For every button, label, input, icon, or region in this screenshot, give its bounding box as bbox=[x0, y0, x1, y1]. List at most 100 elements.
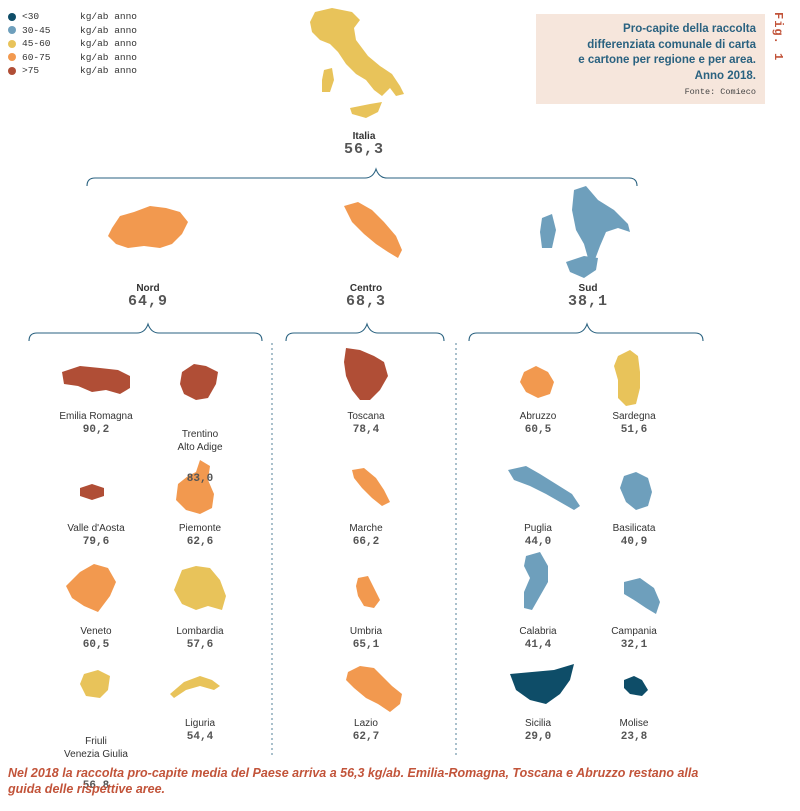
region-value: 79,6 bbox=[82, 536, 110, 548]
region-value: 65,1 bbox=[352, 639, 380, 651]
region-value: 78,4 bbox=[352, 424, 380, 436]
area-name: Centro bbox=[349, 283, 383, 294]
italia-label: Italia 56,3 bbox=[294, 130, 434, 157]
region-label: Abruzzo 60,5 bbox=[468, 410, 608, 437]
liguria-shape bbox=[170, 676, 220, 698]
legend-swatch bbox=[8, 66, 16, 75]
legend-unit: kg/ab anno bbox=[80, 11, 138, 23]
puglia-shape bbox=[508, 466, 580, 510]
region-value: 41,4 bbox=[524, 639, 552, 651]
area-sud: Sud 38,1 bbox=[518, 282, 658, 309]
sud-peninsula-shape bbox=[572, 186, 630, 262]
region-label: Marche 66,2 bbox=[296, 522, 436, 549]
region-label: Toscana 78,4 bbox=[296, 410, 436, 437]
region-value: 66,2 bbox=[352, 536, 380, 548]
nord-map bbox=[108, 206, 188, 248]
emilia-romagna-shape bbox=[62, 366, 130, 394]
region-label: Lazio 62,7 bbox=[296, 717, 436, 744]
region-name: Valle d'Aosta bbox=[67, 523, 125, 534]
region-name: Trentino Alto Adige bbox=[177, 429, 223, 453]
legend-item: <30 kg/ab anno bbox=[8, 10, 137, 24]
region-label: Molise 23,8 bbox=[564, 717, 704, 744]
italia-shape bbox=[310, 8, 404, 96]
region-name: Puglia bbox=[524, 523, 552, 534]
region-label: Piemonte 62,6 bbox=[130, 522, 270, 549]
region-value: 90,2 bbox=[82, 424, 110, 436]
region-value: 32,1 bbox=[620, 639, 648, 651]
region-name: Campania bbox=[611, 626, 657, 637]
italia-map bbox=[310, 8, 404, 118]
region-name: Basilicata bbox=[612, 523, 656, 534]
legend-unit: kg/ab anno bbox=[80, 38, 138, 50]
area-value: 64,9 bbox=[127, 293, 168, 310]
region-name: Calabria bbox=[519, 626, 557, 637]
italia-name: Italia bbox=[352, 131, 376, 142]
legend-item: 30-45 kg/ab anno bbox=[8, 24, 137, 38]
valle-aosta-shape bbox=[80, 484, 104, 500]
region-label: Trentino Alto Adige 83,0 bbox=[130, 410, 270, 504]
region-value: 54,4 bbox=[186, 731, 214, 743]
region-name: Friuli Venezia Giulia bbox=[64, 736, 128, 760]
legend-range: >75 bbox=[22, 65, 40, 77]
region-name: Liguria bbox=[184, 718, 216, 729]
marche-shape bbox=[352, 468, 390, 506]
legend-unit: kg/ab anno bbox=[80, 24, 138, 36]
region-label: Valle d'Aosta 79,6 bbox=[26, 522, 166, 549]
region-name: Sardegna bbox=[612, 411, 656, 422]
abruzzo-shape bbox=[520, 366, 554, 398]
region-value: 60,5 bbox=[82, 639, 110, 651]
legend-swatch bbox=[8, 26, 16, 35]
legend-swatch bbox=[8, 12, 16, 21]
basilicata-shape bbox=[620, 472, 652, 510]
italia-bracket bbox=[86, 167, 638, 187]
region-name: Marche bbox=[349, 523, 383, 534]
region-label: Calabria 41,4 bbox=[468, 625, 608, 652]
region-value: 40,9 bbox=[620, 536, 648, 548]
friuli-shape bbox=[80, 670, 110, 698]
area-value: 38,1 bbox=[567, 293, 608, 310]
legend-unit: kg/ab anno bbox=[80, 51, 138, 63]
title-box: Pro-capite della raccolta differenziata … bbox=[536, 14, 765, 104]
region-name: Sicilia bbox=[524, 718, 552, 729]
region-value: 56,8 bbox=[82, 780, 110, 792]
legend-range: 60-75 bbox=[22, 51, 51, 63]
region-label: Liguria 54,4 bbox=[130, 717, 270, 744]
region-label: Sardegna 51,6 bbox=[564, 410, 704, 437]
molise-shape bbox=[624, 676, 648, 696]
region-name: Veneto bbox=[80, 626, 112, 637]
legend-item: 60-75 kg/ab anno bbox=[8, 51, 137, 65]
area-name: Sud bbox=[578, 283, 598, 294]
campania-shape bbox=[624, 578, 660, 614]
area-value: 68,3 bbox=[345, 293, 386, 310]
legend-swatch bbox=[8, 53, 16, 62]
region-value: 62,7 bbox=[352, 731, 380, 743]
region-label: Emilia Romagna 90,2 bbox=[26, 410, 166, 437]
legend-range: 45-60 bbox=[22, 38, 51, 50]
italia-value: 56,3 bbox=[343, 141, 384, 158]
region-label: Sicilia 29,0 bbox=[468, 717, 608, 744]
region-name: Toscana bbox=[347, 411, 385, 422]
region-label: Umbria 65,1 bbox=[296, 625, 436, 652]
centro-map bbox=[344, 202, 402, 258]
legend-item: 45-60 kg/ab anno bbox=[8, 37, 137, 51]
toscana-shape bbox=[344, 348, 388, 400]
region-value: 29,0 bbox=[524, 731, 552, 743]
legend-item: >75 kg/ab anno bbox=[8, 64, 137, 78]
area-nord: Nord 64,9 bbox=[78, 282, 218, 309]
region-name: Lazio bbox=[354, 718, 378, 729]
region-label: Veneto 60,5 bbox=[26, 625, 166, 652]
region-name: Umbria bbox=[349, 626, 383, 637]
region-value: 51,6 bbox=[620, 424, 648, 436]
sardegna-shape bbox=[322, 68, 334, 92]
figure-source: Fonte: Comieco bbox=[684, 87, 756, 97]
region-name: Abruzzo bbox=[519, 411, 557, 422]
sud-map bbox=[540, 186, 630, 278]
region-name: Piemonte bbox=[178, 523, 222, 534]
region-name: Molise bbox=[619, 718, 649, 729]
sicilia-shape bbox=[350, 102, 382, 118]
umbria-shape bbox=[356, 576, 380, 608]
figure-label: Fig. 1 bbox=[771, 12, 785, 62]
legend: <30 kg/ab anno 30-45 kg/ab anno 45-60 kg/ab… bbox=[8, 10, 137, 78]
sud-sardegna-shape bbox=[540, 214, 556, 248]
